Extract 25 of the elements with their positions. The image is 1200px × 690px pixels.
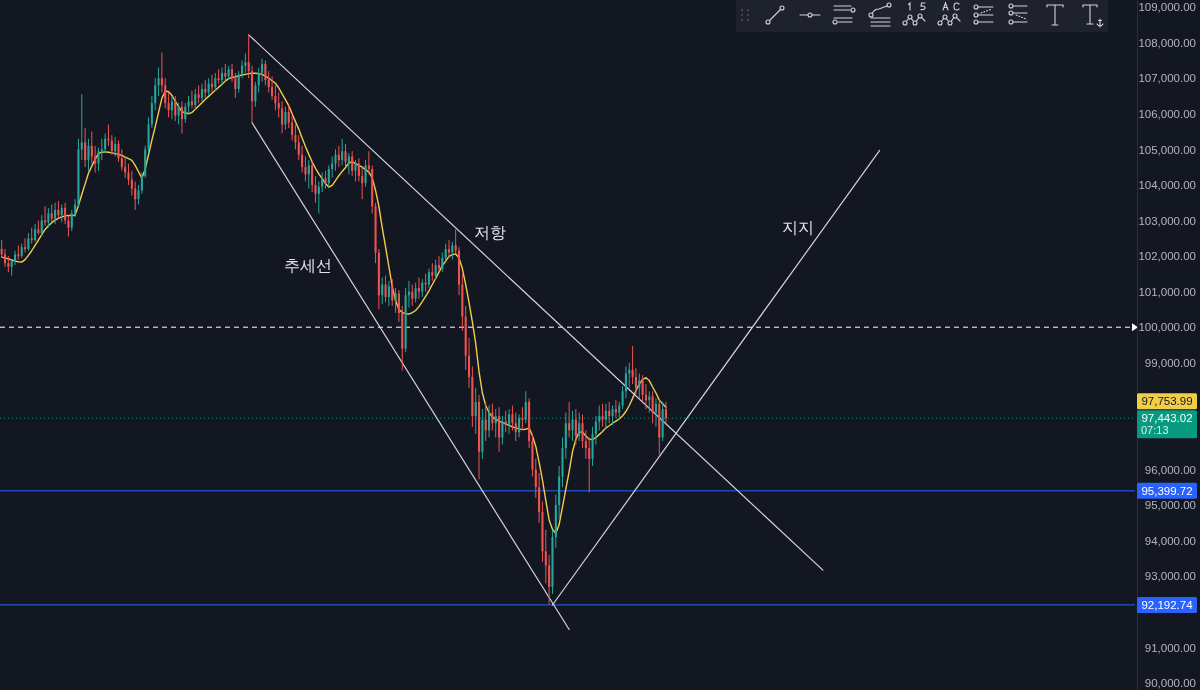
y-tick-label: 93,000.00	[1144, 570, 1196, 583]
y-tick-label: 105,000.00	[1138, 143, 1196, 156]
y-tick-label: 94,000.00	[1144, 534, 1196, 547]
y-tick-label: 108,000.00	[1138, 36, 1196, 49]
y-tick-label: 103,000.00	[1138, 214, 1196, 227]
ref-line-label: 97,443.02	[1141, 412, 1193, 425]
annotation: 추세선	[284, 255, 332, 275]
ref-line-label: 95,399.72	[1141, 484, 1193, 497]
y-tick-label: 109,000.00	[1138, 1, 1196, 14]
y-tick-label: 99,000.00	[1144, 356, 1196, 369]
text: 97,753.99	[1141, 395, 1193, 408]
y-tick-label: 104,000.00	[1138, 179, 1196, 192]
y-tick-label: 101,000.00	[1138, 285, 1196, 298]
ref-line-label: 92,192.74	[1141, 598, 1194, 611]
text: 07:13	[1141, 424, 1169, 437]
y-tick-label: 102,000.00	[1138, 250, 1196, 263]
y-tick-label: 100,000.00	[1138, 321, 1196, 334]
y-tick-label: 107,000.00	[1138, 72, 1196, 85]
y-tick-label: 95,000.00	[1144, 499, 1196, 512]
annotation: 저항	[474, 222, 506, 242]
y-tick-label: 90,000.00	[1144, 677, 1196, 690]
y-tick-label: 96,000.00	[1144, 463, 1196, 476]
y-tick-label: 106,000.00	[1138, 107, 1196, 120]
y-tick-label: 91,000.00	[1144, 641, 1196, 654]
annotation: 지지	[782, 217, 814, 237]
